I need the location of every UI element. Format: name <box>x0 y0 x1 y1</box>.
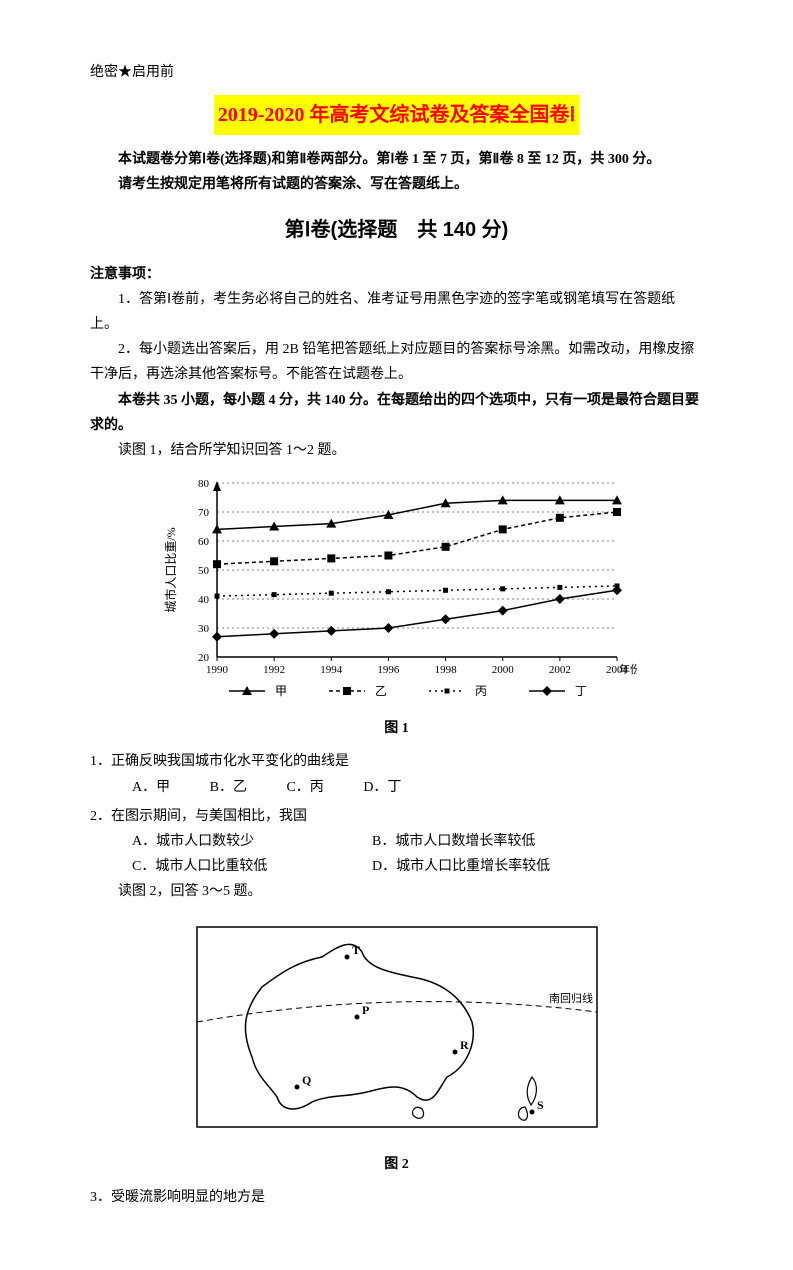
figure-2-map: 南回归线 T P Q R S <box>90 917 703 1146</box>
question-1-options: A．甲 B．乙 C．丙 D．丁 <box>90 775 703 800</box>
svg-text:1990: 1990 <box>206 664 229 676</box>
question-3-stem: 3．受暖流影响明显的地方是 <box>90 1185 703 1210</box>
svg-text:40: 40 <box>198 594 210 606</box>
svg-text:80: 80 <box>198 478 210 490</box>
figure-1-chart: 20 30 40 50 60 70 80 1990 1992 1994 1996 1998 2000 20… <box>90 473 703 712</box>
notice-item-2: 2．每小题选出答案后，用 2B 铅笔把答题纸上对应题目的答案标号涂黑。如需改动，… <box>90 337 703 387</box>
svg-text:城市人口比重/%: 城市人口比重/% <box>163 527 178 612</box>
intro-line1: 本试题卷分第Ⅰ卷(选择题)和第Ⅱ卷两部分。第Ⅰ卷 1 至 7 页，第Ⅱ卷 8 至… <box>90 147 703 172</box>
svg-text:Q: Q <box>302 1073 311 1087</box>
exam-title: 2019-2020 年高考文综试卷及答案全国卷Ⅰ <box>214 95 580 135</box>
figure-1-caption: 图 1 <box>90 716 703 741</box>
svg-text:年份: 年份 <box>619 662 637 676</box>
svg-text:1992: 1992 <box>263 664 285 676</box>
q1-option-b: B．乙 <box>210 775 247 800</box>
figure-2-caption: 图 2 <box>90 1152 703 1177</box>
svg-text:70: 70 <box>198 507 210 519</box>
read-figure-1: 读图 1，结合所学知识回答 1～2 题。 <box>90 438 703 463</box>
svg-text:50: 50 <box>198 565 210 577</box>
section-1-title: 第Ⅰ卷(选择题 共 140 分) <box>90 212 703 248</box>
q2-option-d: D．城市人口比重增长率较低 <box>372 854 612 879</box>
intro-line2: 请考生按规定用笔将所有试题的答案涂、写在答题纸上。 <box>90 172 703 197</box>
read-figure-2: 读图 2，回答 3～5 题。 <box>90 879 703 904</box>
q2-option-c: C．城市人口比重较低 <box>132 854 372 879</box>
confidential-label: 绝密★启用前 <box>90 60 703 85</box>
svg-text:乙: 乙 <box>375 684 387 698</box>
svg-text:1996: 1996 <box>377 664 400 676</box>
notice-heading: 注意事项： <box>90 262 703 287</box>
question-1-stem: 1．正确反映我国城市化水平变化的曲线是 <box>90 749 703 774</box>
section-rule: 本卷共 35 小题，每小题 4 分，共 140 分。在每题给出的四个选项中，只有… <box>90 388 703 438</box>
svg-text:S: S <box>537 1098 544 1112</box>
svg-text:2002: 2002 <box>548 664 570 676</box>
svg-text:2000: 2000 <box>491 664 514 676</box>
svg-text:R: R <box>460 1038 469 1052</box>
svg-text:丁: 丁 <box>575 684 587 698</box>
notice-item-1: 1．答第Ⅰ卷前，考生务必将自己的姓名、准考证号用黑色字迹的签字笔或钢笔填写在答题… <box>90 287 703 337</box>
svg-text:T: T <box>352 943 360 957</box>
svg-text:P: P <box>362 1003 369 1017</box>
q1-option-d: D．丁 <box>363 775 401 800</box>
q2-option-a: A．城市人口数较少 <box>132 829 372 854</box>
title-row: 2019-2020 年高考文综试卷及答案全国卷Ⅰ <box>90 95 703 135</box>
q1-option-c: C．丙 <box>286 775 323 800</box>
svg-text:60: 60 <box>198 536 210 548</box>
svg-text:30: 30 <box>198 623 210 635</box>
svg-text:甲: 甲 <box>275 684 287 698</box>
svg-text:丙: 丙 <box>475 684 487 698</box>
svg-text:20: 20 <box>198 652 210 664</box>
question-2-stem: 2．在图示期间，与美国相比，我国 <box>90 804 703 829</box>
question-2-options: A．城市人口数较少 B．城市人口数增长率较低 C．城市人口比重较低 D．城市人口… <box>90 829 703 879</box>
svg-text:1998: 1998 <box>434 664 457 676</box>
q1-option-a: A．甲 <box>132 775 170 800</box>
svg-text:南回归线: 南回归线 <box>549 991 593 1005</box>
svg-text:1994: 1994 <box>320 664 343 676</box>
q2-option-b: B．城市人口数增长率较低 <box>372 829 612 854</box>
